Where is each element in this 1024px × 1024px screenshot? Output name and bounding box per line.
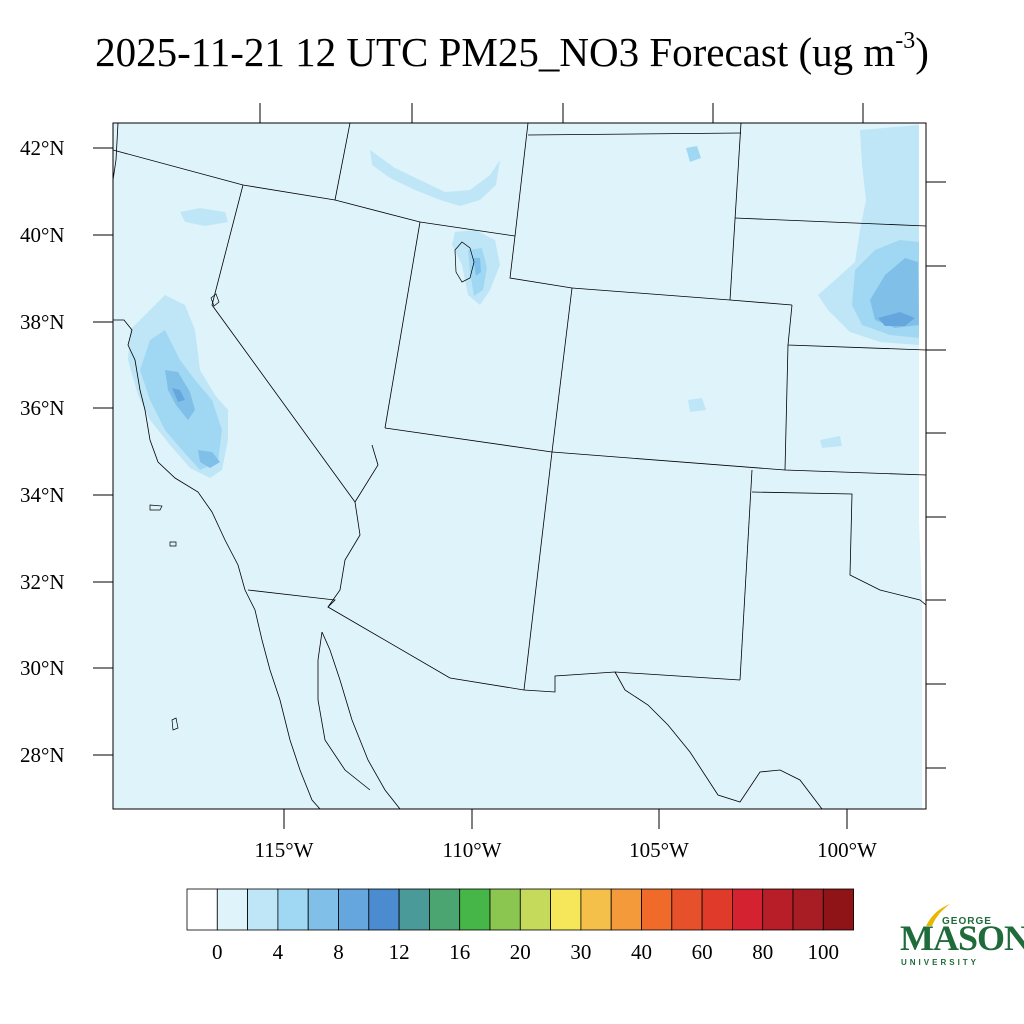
colorbar-swatch — [489, 888, 521, 931]
colorbar-swatch — [641, 888, 673, 931]
border-newmexico-east — [739, 469, 753, 681]
logo-bottom-text: UNIVERSITY — [901, 958, 980, 967]
contour-wyoming — [686, 146, 701, 162]
contour-idaho — [370, 150, 500, 206]
lake-tahoe — [210, 293, 220, 307]
lat-label-42: 42°N — [20, 136, 65, 160]
border-california-nevada — [211, 184, 356, 503]
colorbar-swatch — [186, 888, 218, 931]
lon-label-110: 110°W — [442, 838, 502, 862]
contour-plains-high — [870, 258, 919, 328]
colorbar-tick-label: 8 — [333, 940, 344, 964]
border-wyoming-idaho — [514, 123, 529, 237]
logo-top-text: GEORGE — [942, 916, 992, 927]
axis-ticks — [93, 103, 946, 829]
channel-island-2 — [169, 541, 177, 547]
colorbar-tick-label: 12 — [388, 940, 410, 964]
border-wyoming-east — [729, 123, 742, 301]
no-data-edge — [919, 123, 926, 809]
colorbar-tick-label: 20 — [509, 940, 531, 964]
contour-oklahoma — [820, 436, 842, 448]
concentration-contours — [128, 123, 926, 809]
colorbar-swatch — [247, 888, 279, 931]
logo-swoosh-icon — [926, 904, 950, 926]
colorbar-swatch — [580, 888, 612, 931]
colorbar-tick-label: 4 — [272, 940, 284, 964]
title-superscript: -3 — [895, 28, 916, 54]
lat-label-36: 36°N — [20, 396, 65, 420]
colorbar-swatch — [398, 888, 430, 931]
george-mason-logo: GEORGE MASON UNIVERSITY — [898, 900, 1024, 970]
colorbar-swatch — [610, 888, 642, 931]
colorbar-tick-label: 80 — [752, 940, 774, 964]
contour-nevada — [180, 208, 228, 226]
channel-island-1 — [149, 504, 163, 511]
border-arizona-west — [327, 444, 379, 608]
border-utah-colorado — [551, 287, 573, 453]
lon-label-105: 105°W — [629, 838, 689, 862]
colorbar-swatch — [822, 888, 854, 931]
colorbar-swatch — [550, 888, 582, 931]
colorbar-swatch — [368, 888, 400, 931]
colorbar-tick-label: 40 — [631, 940, 652, 964]
colorbar-swatch — [671, 888, 703, 931]
colorbar-swatch — [277, 888, 309, 931]
border-nevada-utah — [384, 221, 421, 429]
border-kansas-west — [784, 344, 789, 471]
lat-label-30: 30°N — [20, 656, 65, 680]
baja-gulf-coast — [317, 631, 401, 809]
lakes-islands — [149, 241, 475, 731]
colorbar-swatch — [216, 888, 249, 931]
lat-label-40: 40°N — [20, 223, 65, 247]
great-salt-lake — [454, 241, 475, 283]
map-frame — [112, 122, 927, 810]
colorbar-swatch — [519, 888, 551, 931]
colorbar-swatch — [307, 888, 339, 931]
colorbar-swatch — [732, 888, 764, 931]
lat-label-28: 28°N — [20, 743, 65, 767]
colorbar-tick-label: 30 — [570, 940, 592, 964]
lat-label-32: 32°N — [20, 570, 65, 594]
contour-california-core — [172, 388, 185, 402]
colorbar-tick-label: 100 — [807, 940, 840, 964]
border-utah-arizona — [384, 427, 553, 453]
map-title: 2025-11-21 12 UTC PM25_NO3 Forecast (ug … — [0, 28, 1024, 76]
colorbar-swatch — [762, 888, 794, 931]
colorbar-tick-label: 16 — [449, 940, 471, 964]
guadalupe-island — [171, 717, 179, 731]
contour-colorado — [688, 398, 706, 412]
colorbar-swatch — [428, 888, 461, 931]
border-idaho-montana — [334, 123, 351, 201]
border-panhandle — [751, 491, 926, 606]
logo-main-text: MASON — [900, 918, 1024, 958]
title-close: ) — [915, 29, 929, 75]
colorbar — [186, 888, 854, 931]
colorbar-swatch — [792, 888, 824, 931]
colorbar-tick-label: 60 — [691, 940, 713, 964]
coastline — [113, 123, 321, 809]
contour-plains-core — [878, 312, 915, 326]
border-arizona-newmexico — [523, 451, 553, 691]
colorbar-swatch — [701, 888, 733, 931]
boundary-lines — [113, 123, 926, 809]
lat-label-34: 34°N — [20, 483, 65, 507]
border-utah-wyoming — [509, 235, 573, 289]
border-nebraska-north — [734, 217, 926, 227]
rio-grande — [614, 671, 823, 809]
contour-utah-high — [473, 258, 481, 276]
lon-label-100: 100°W — [817, 838, 877, 862]
border-mexico — [247, 589, 741, 693]
colorbar-tick-label: 0 — [212, 940, 223, 964]
map-background — [113, 123, 926, 809]
border-montana-north — [527, 132, 742, 136]
colorbar-swatch — [338, 888, 370, 931]
lat-label-38: 38°N — [20, 310, 65, 334]
title-main: 2025-11-21 12 UTC PM25_NO3 Forecast (ug … — [95, 29, 896, 75]
colorbar-swatch — [459, 888, 491, 931]
contour-california-south — [198, 450, 220, 468]
lon-label-115: 115°W — [254, 838, 314, 862]
